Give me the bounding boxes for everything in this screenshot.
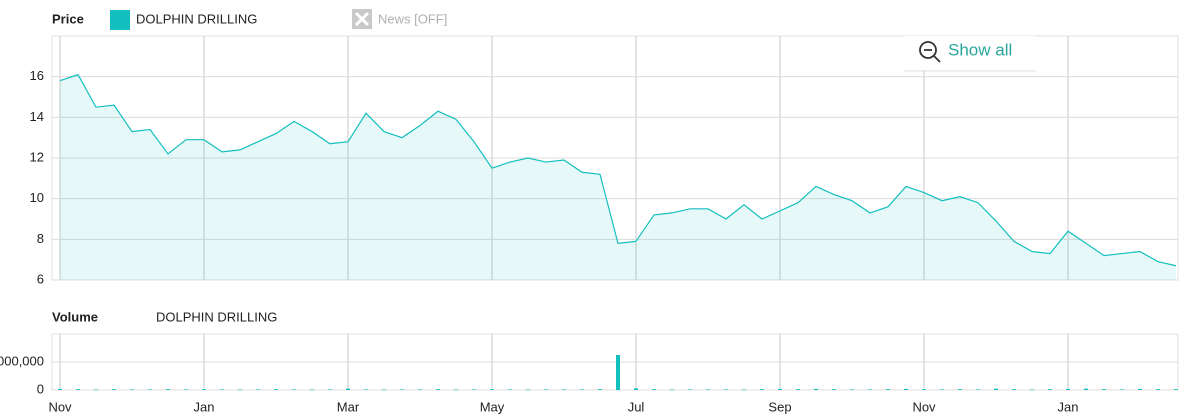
volume-bar bbox=[1120, 389, 1124, 390]
volume-bar bbox=[1066, 388, 1070, 390]
volume-bar bbox=[706, 389, 710, 390]
volume-bar bbox=[490, 389, 494, 390]
volume-bar bbox=[166, 389, 170, 390]
volume-bar bbox=[922, 389, 926, 390]
price-area bbox=[60, 74, 1176, 280]
x-tick-label: Nov bbox=[912, 399, 936, 414]
volume-bar bbox=[508, 389, 512, 390]
volume-bar bbox=[1084, 388, 1088, 390]
news-toggle[interactable]: News [OFF] bbox=[352, 9, 447, 29]
volume-bar bbox=[274, 389, 278, 390]
volume-bar bbox=[814, 388, 818, 390]
x-tick-label: Sep bbox=[768, 399, 791, 414]
volume-bar bbox=[130, 389, 134, 390]
price-title: Price bbox=[52, 11, 84, 26]
zoom-icon-detail bbox=[924, 49, 941, 63]
y-tick-label: 16 bbox=[30, 68, 44, 83]
price-line bbox=[59, 73, 1177, 267]
volume-bar bbox=[418, 389, 422, 390]
volume-bar bbox=[292, 389, 296, 390]
volume-bar bbox=[112, 389, 116, 390]
volume-bar bbox=[634, 388, 638, 390]
volume-bar bbox=[760, 389, 764, 390]
legend-label[interactable]: DOLPHIN DRILLING bbox=[136, 11, 257, 26]
volume-bar bbox=[148, 389, 152, 390]
volume-bar bbox=[958, 389, 962, 390]
y-tick-label: 10 bbox=[30, 190, 44, 205]
zoom-icon bbox=[919, 41, 937, 59]
volume-bar bbox=[994, 388, 998, 390]
volume-bar bbox=[454, 389, 458, 390]
volume-legend-label: DOLPHIN DRILLING bbox=[156, 309, 277, 324]
volume-bar bbox=[544, 389, 548, 390]
x-tick-label: Nov bbox=[48, 399, 72, 414]
volume-bar bbox=[904, 388, 908, 390]
volume-bar bbox=[76, 389, 80, 390]
volume-bar bbox=[742, 389, 746, 390]
volume-bar bbox=[652, 389, 656, 390]
y-tick-label: 0 bbox=[37, 381, 44, 396]
volume-bar bbox=[220, 389, 224, 390]
y-tick-label: 14 bbox=[30, 109, 44, 124]
y-tick-label: 1,000,000 bbox=[0, 353, 44, 368]
news-label: News [OFF] bbox=[378, 11, 447, 26]
volume-bar bbox=[238, 389, 242, 390]
x-tick-label: Jan bbox=[194, 399, 215, 414]
volume-bar bbox=[1012, 389, 1016, 390]
volume-bar bbox=[670, 389, 674, 390]
volume-bar bbox=[976, 389, 980, 390]
volume-bar bbox=[1048, 389, 1052, 390]
legend-swatch[interactable] bbox=[110, 10, 130, 30]
volume-bar bbox=[688, 389, 692, 390]
plots: 6 8 10 12 14 16 Nov Jan Mar May Jul Sep Nov Jan 0 1,000… bbox=[0, 35, 1179, 414]
volume-bar bbox=[364, 389, 368, 390]
volume-bar bbox=[778, 388, 782, 390]
show-all-label: Show all bbox=[948, 40, 1012, 59]
news-icon-x bbox=[354, 11, 370, 27]
volume-bar bbox=[940, 389, 944, 390]
volume-bar bbox=[346, 388, 350, 390]
x-tick-label: May bbox=[480, 399, 505, 414]
volume-bar bbox=[436, 389, 440, 390]
volume-bar bbox=[400, 389, 404, 390]
y-tick-label: 6 bbox=[37, 271, 44, 286]
volume-bar bbox=[382, 389, 386, 390]
volume-bar bbox=[310, 389, 314, 390]
volume-title: Volume bbox=[52, 309, 98, 324]
x-tick-label: Jul bbox=[628, 399, 645, 414]
volume-bar bbox=[1138, 388, 1142, 390]
volume-bar bbox=[886, 389, 890, 390]
volume-bar bbox=[850, 389, 854, 390]
volume-bar bbox=[526, 389, 530, 390]
volume-bar bbox=[1030, 389, 1034, 390]
volume-bar bbox=[1174, 389, 1178, 390]
volume-bar bbox=[616, 355, 620, 390]
volume-bar bbox=[58, 388, 62, 390]
volume-bar bbox=[724, 389, 728, 390]
volume-bar bbox=[328, 389, 332, 390]
volume-bar bbox=[184, 389, 188, 390]
show-all-button[interactable]: Show all bbox=[904, 36, 1036, 72]
x-tick-label: Jan bbox=[1058, 399, 1079, 414]
volume-bar bbox=[832, 389, 836, 390]
x-tick-label: Mar bbox=[337, 399, 360, 414]
volume-bar bbox=[580, 389, 584, 390]
volume-bar bbox=[202, 389, 206, 390]
volume-bar bbox=[868, 389, 872, 390]
volume-bar bbox=[472, 389, 476, 390]
volume-bar bbox=[1102, 389, 1106, 390]
y-tick-label: 12 bbox=[30, 149, 44, 164]
volume-bar bbox=[598, 389, 602, 390]
volume-bar bbox=[796, 389, 800, 390]
volume-bar bbox=[1156, 389, 1160, 390]
y-tick-label: 8 bbox=[37, 231, 44, 246]
volume-bar bbox=[562, 389, 566, 390]
volume-bar bbox=[94, 389, 98, 390]
volume-bar bbox=[256, 389, 260, 390]
